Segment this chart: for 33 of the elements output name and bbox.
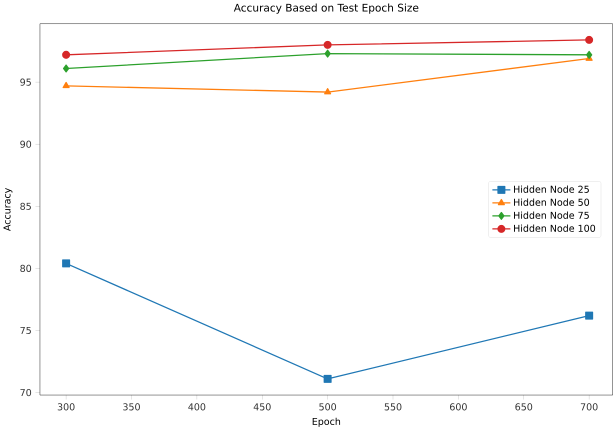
x-tick-label: 600	[450, 403, 467, 410]
x-axis-title: Epoch	[312, 418, 340, 427]
x-tick-label: 650	[515, 403, 532, 410]
y-tick-label: 90	[20, 140, 32, 148]
point	[62, 64, 70, 72]
point	[585, 36, 594, 44]
chart-title: Accuracy Based on Test Epoch Size	[234, 3, 418, 14]
y-tick-label: 95	[20, 78, 31, 86]
y-axis-title: Accuracy	[4, 188, 12, 231]
x-tick-label: 400	[188, 403, 206, 410]
x-tick-label: 550	[384, 403, 402, 410]
legend-label: Hidden Node 50	[514, 198, 590, 206]
point	[324, 49, 331, 58]
x-tick-label: 500	[319, 403, 336, 410]
point	[324, 40, 332, 49]
y-tick-label: 70	[20, 388, 32, 396]
point	[585, 311, 594, 320]
x-tick-label: 350	[123, 403, 140, 410]
point	[62, 50, 70, 59]
y-tick-label: 80	[20, 264, 32, 272]
legend-label: Hidden Node 25	[514, 185, 589, 193]
point	[324, 88, 332, 94]
x-tick-label: 300	[58, 403, 75, 410]
legend-label: Hidden Node 75	[514, 211, 589, 219]
y-tick-label: 85	[20, 202, 31, 210]
point	[324, 374, 332, 383]
point	[586, 50, 592, 59]
y-tick-label: 75	[20, 326, 31, 334]
x-tick-label: 450	[254, 403, 271, 410]
point	[62, 259, 70, 268]
legend-label: Hidden Node 100	[514, 224, 596, 232]
x-tick-label: 700	[580, 403, 598, 410]
point	[62, 82, 70, 88]
